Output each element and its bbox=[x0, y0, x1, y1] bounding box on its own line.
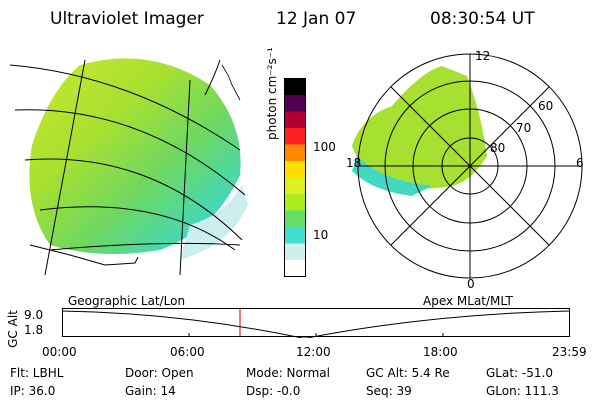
colorbar-tick-100: 100 bbox=[313, 140, 336, 154]
timeline-xtick-00: 00:00 bbox=[42, 345, 77, 359]
lat-label-60: 60 bbox=[538, 99, 553, 113]
aurora-emission-region bbox=[29, 58, 241, 255]
status-gain: Gain: 14 bbox=[125, 384, 176, 398]
status-glon: GLon: 111.3 bbox=[486, 384, 559, 398]
lat-label-80: 80 bbox=[490, 141, 505, 155]
colorbar-cell bbox=[284, 78, 306, 95]
status-ip: IP: 36.0 bbox=[10, 384, 56, 398]
status-mode: Mode: Normal bbox=[246, 366, 330, 380]
date-label: 12 Jan 07 bbox=[276, 9, 357, 29]
colorbar-cell bbox=[284, 177, 306, 194]
mlt-label-0: 0 bbox=[467, 277, 475, 290]
mlt-label-12: 12 bbox=[475, 49, 490, 63]
status-flt: Flt: LBHL bbox=[10, 366, 64, 380]
colorbar-cell bbox=[284, 94, 306, 112]
colorbar-cell bbox=[284, 160, 306, 178]
colorbar-cell bbox=[284, 210, 306, 227]
instrument-title: Ultraviolet Imager bbox=[50, 9, 204, 29]
colorbar-cell bbox=[284, 193, 306, 211]
timeline-xtick-2359: 23:59 bbox=[552, 345, 587, 359]
timeline-right-title: Apex MLat/MLT bbox=[423, 294, 513, 308]
timeline-plot bbox=[62, 308, 570, 338]
altitude-curve bbox=[62, 310, 570, 338]
colorbar-cell bbox=[284, 259, 306, 277]
status-seq: Seq: 39 bbox=[366, 384, 412, 398]
status-door: Door: Open bbox=[125, 366, 194, 380]
mlt-label-6: 6 bbox=[576, 156, 584, 170]
polar-plot: 12 18 6 0 60 70 80 bbox=[346, 49, 584, 290]
timeline-xtick-06: 06:00 bbox=[170, 345, 205, 359]
colorbar-unit-label: photon cm⁻²s⁻¹ bbox=[265, 47, 279, 140]
geographic-image bbox=[10, 58, 248, 276]
status-glat: GLat: -51.0 bbox=[486, 366, 553, 380]
colorbar bbox=[284, 78, 306, 277]
colorbar-cell bbox=[284, 226, 306, 244]
polar-grid bbox=[357, 53, 583, 279]
timeline-y-label: GC Alt bbox=[5, 310, 20, 348]
colorbar-cell bbox=[284, 144, 306, 161]
aurora-edge-haze bbox=[180, 185, 248, 260]
timeline-ytick-9: 9.0 bbox=[24, 308, 44, 322]
timeline-left-title: Geographic Lat/Lon bbox=[68, 294, 186, 308]
timeline-xtick-18: 18:00 bbox=[423, 345, 458, 359]
colorbar-cell bbox=[284, 111, 306, 128]
status-gc-alt: GC Alt: 5.4 Re bbox=[366, 366, 450, 380]
status-dsp: Dsp: -0.0 bbox=[246, 384, 301, 398]
timeline-ytick-1.8: 1.8 bbox=[24, 323, 44, 337]
lat-lon-grid bbox=[10, 59, 246, 276]
time-label: 08:30:54 UT bbox=[430, 9, 535, 29]
colorbar-cell bbox=[284, 243, 306, 260]
coastline bbox=[29, 244, 139, 266]
timeline-xtick-12: 12:00 bbox=[296, 345, 331, 359]
colorbar-tick-10: 10 bbox=[313, 228, 329, 242]
mlt-label-18: 18 bbox=[346, 156, 361, 170]
lat-label-70: 70 bbox=[516, 121, 531, 135]
colorbar-cell bbox=[284, 127, 306, 145]
